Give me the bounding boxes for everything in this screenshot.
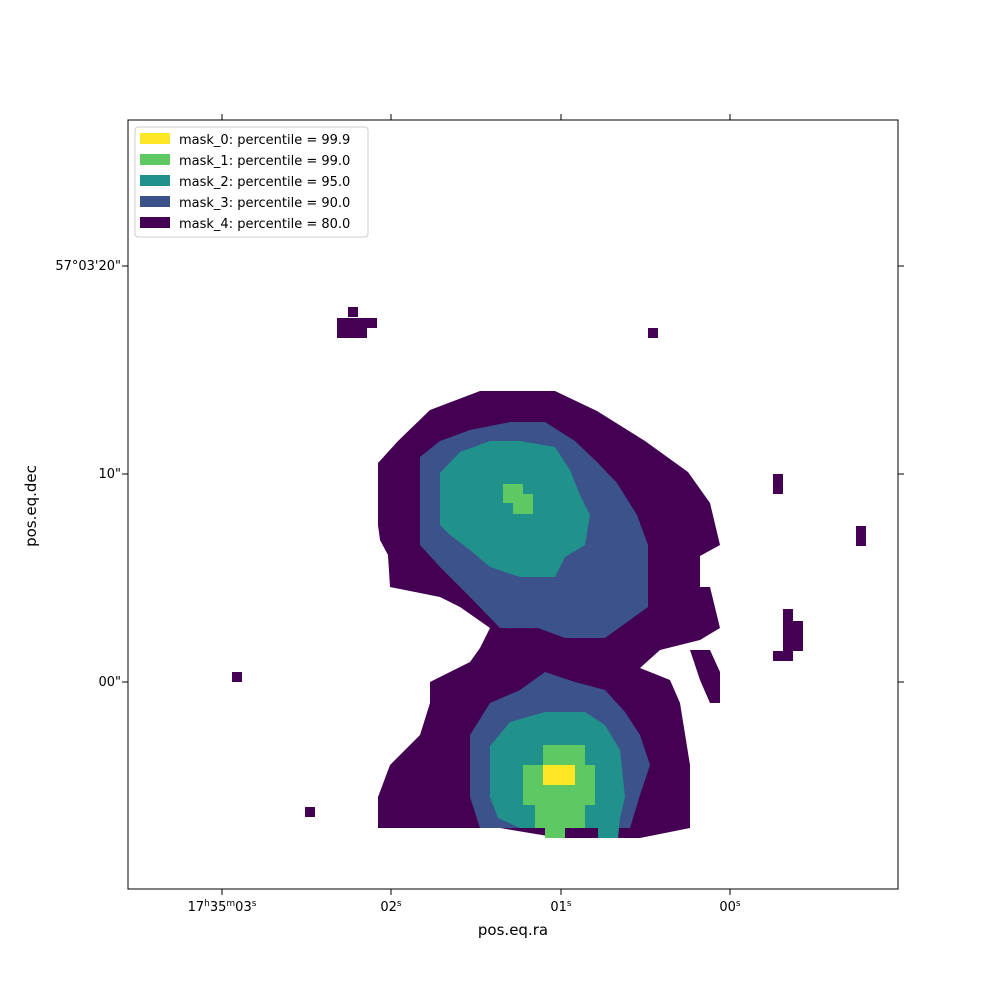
mask-4-speck <box>783 609 793 621</box>
mask-4-speck <box>856 526 866 546</box>
x-tick-label-2: 01s <box>550 899 572 915</box>
x-tick-label-3: 00s <box>719 899 741 915</box>
x-axis-label: pos.eq.ra <box>478 921 548 939</box>
mask-1-region <box>503 484 533 514</box>
legend-label-mask-2: mask_2: percentile = 95.0 <box>179 175 350 190</box>
mask-4-speck <box>773 474 783 494</box>
legend-swatch-mask-3 <box>140 196 170 207</box>
y-axis-label: pos.eq.dec <box>22 465 40 547</box>
mask-4-speck <box>232 672 242 682</box>
legend-label-mask-4: mask_4: percentile = 80.0 <box>179 217 350 232</box>
y-tick-label-2: 00" <box>98 675 121 690</box>
legend-swatch-mask-4 <box>140 217 170 228</box>
mask-4-speck <box>348 307 358 317</box>
mask-4-speck <box>773 651 793 661</box>
axis-ticks <box>122 114 904 895</box>
y-tick-label-0: 57°03'20" <box>55 259 121 274</box>
mask-1-region <box>523 745 595 838</box>
mask-4-region <box>690 650 720 703</box>
legend-swatch-mask-0 <box>140 133 170 144</box>
x-tick-label-1: 02s <box>380 899 402 915</box>
axes-frame <box>127 119 899 890</box>
legend-label-mask-3: mask_3: percentile = 90.0 <box>179 196 350 211</box>
legend-swatch-mask-2 <box>140 175 170 186</box>
mask-0-region <box>543 765 575 785</box>
legend: mask_0: percentile = 99.9 mask_1: percen… <box>134 126 369 238</box>
legend-label-mask-0: mask_0: percentile = 99.9 <box>179 133 350 148</box>
x-tick-label-0: 17h35m03s <box>188 899 257 915</box>
mask-4-speck <box>337 318 377 328</box>
mask-image <box>232 307 866 838</box>
mask-4-speck <box>648 328 658 338</box>
legend-swatch-mask-1 <box>140 154 170 165</box>
mask-4-speck <box>337 328 367 338</box>
y-tick-label-1: 10" <box>98 467 121 482</box>
legend-label-mask-1: mask_1: percentile = 99.0 <box>179 154 350 169</box>
mask-4-speck <box>783 621 803 651</box>
legend-box <box>134 126 369 238</box>
mask-4-speck <box>305 807 315 817</box>
